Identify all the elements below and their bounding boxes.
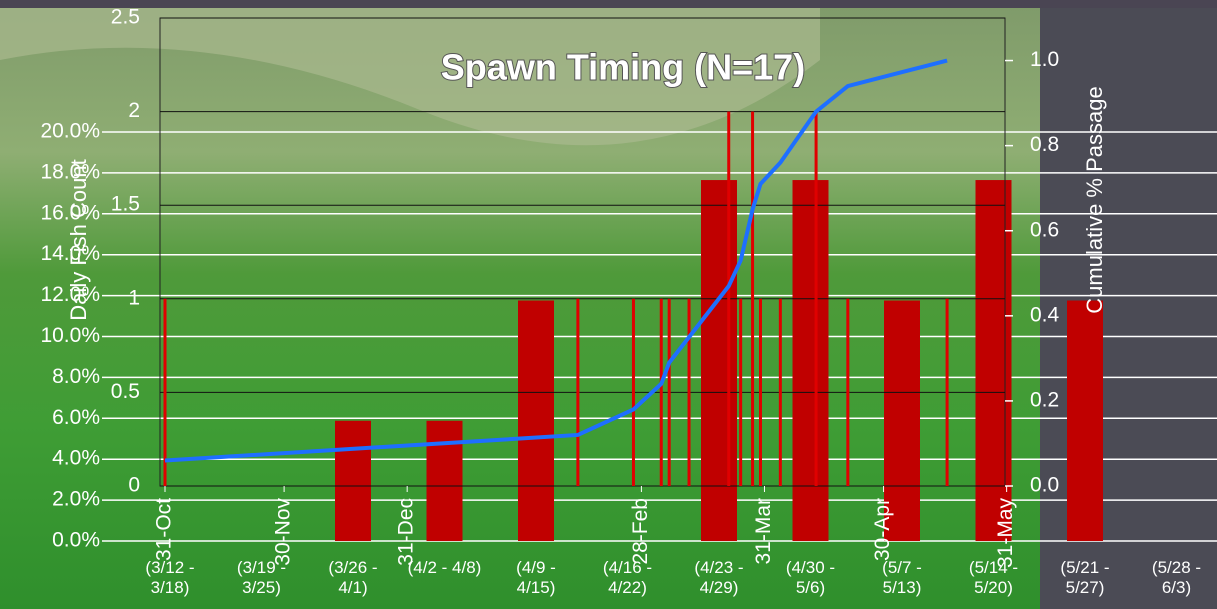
y-tick-label: 10.0% — [40, 324, 100, 347]
daily-bar — [576, 298, 580, 486]
daily-bar — [945, 298, 949, 486]
y-axis-label: Daily Fish Count — [66, 159, 91, 320]
x-tick-label: (5/14 - 5/20) — [968, 558, 1019, 597]
bar — [518, 300, 554, 541]
y2-tick-label: 0.0 — [1030, 474, 1059, 497]
daily-bar — [759, 298, 762, 486]
x-tick-label: 31-Mar — [752, 498, 775, 565]
y-tick-label: 18.0% — [40, 160, 100, 183]
x-tick-label: (4/30 - 5/6) — [785, 558, 836, 597]
daily-bar — [751, 111, 755, 486]
daily-bar — [687, 298, 691, 486]
x-tick-label: (3/19 - 3/25) — [236, 558, 287, 597]
daily-bar — [814, 111, 818, 486]
bar — [975, 180, 1012, 541]
x-tick-label: (4/2 - 4/8) — [407, 558, 482, 577]
y2-tick-label: 0.6 — [1030, 218, 1059, 241]
daily-bar — [659, 298, 663, 486]
bar — [335, 420, 371, 541]
y-tick-label: 6.0% — [52, 406, 100, 429]
side-panel — [1040, 0, 1217, 609]
x-tick-label: (5/28 - 6/3) — [1151, 558, 1202, 597]
daily-bar — [727, 111, 731, 486]
y-tick-label: 8.0% — [52, 365, 100, 388]
x-tick-label: (5/21 - 5/27) — [1060, 558, 1110, 597]
x-tick-label: 31-May — [994, 498, 1017, 569]
y-tick-label: 2 — [128, 99, 140, 122]
top-strip — [0, 0, 1217, 8]
y2-tick-label: 0.2 — [1030, 388, 1059, 411]
bar — [1067, 300, 1103, 541]
y2-axis-label: Cumulative % Passage — [1082, 86, 1107, 313]
bar — [884, 300, 920, 541]
y-tick-label: 0.5 — [111, 380, 140, 403]
y-tick-label: 0.0% — [52, 529, 100, 552]
daily-bar — [631, 298, 635, 486]
x-tick-label: 31-Dec — [395, 498, 418, 566]
y-tick-label: 1.5 — [111, 193, 140, 216]
y-tick-label: 20.0% — [40, 120, 100, 143]
daily-bar — [739, 298, 743, 486]
y-tick-label: 16.0% — [40, 201, 100, 224]
daily-bar — [778, 298, 782, 486]
y-tick-label: 14.0% — [40, 242, 100, 265]
y-tick-label: 4.0% — [52, 447, 100, 470]
x-tick-label: (3/12 - 3/18) — [145, 558, 195, 597]
chart-title: Spawn Timing (N=17) — [441, 47, 805, 88]
x-tick-label: (3/26 - 4/1) — [328, 558, 378, 597]
bar — [426, 420, 463, 541]
y2-tick-label: 0.8 — [1030, 133, 1059, 156]
y-tick-label: 2.0% — [52, 488, 100, 511]
x-tick-label: 30-Apr — [871, 498, 894, 561]
y-tick-label: 12.0% — [40, 283, 100, 306]
x-tick-label: (5/7 - 5/13) — [882, 558, 922, 597]
y2-tick-label: 0.4 — [1030, 303, 1060, 326]
x-tick-label: 31-Oct — [153, 498, 176, 561]
y-tick-label: 1 — [128, 286, 140, 309]
x-tick-label: 30-Nov — [272, 498, 295, 566]
x-tick-label: (4/9 - 4/15) — [516, 558, 556, 597]
bar — [792, 180, 829, 541]
daily-bar — [846, 298, 850, 486]
daily-bar — [163, 298, 167, 486]
x-tick-label: (4/23 - 4/29) — [694, 558, 744, 597]
y-tick-label: 2.5 — [111, 6, 140, 29]
x-tick-label: (4/16 - 4/22) — [602, 558, 653, 597]
y2-tick-label: 1.0 — [1030, 48, 1059, 71]
hills — [0, 0, 820, 146]
bar — [701, 180, 737, 541]
cumulative-line — [164, 58, 948, 463]
y-tick-label: 0 — [128, 474, 140, 497]
daily-bar — [667, 298, 671, 486]
x-tick-label: 28-Feb — [629, 498, 652, 565]
